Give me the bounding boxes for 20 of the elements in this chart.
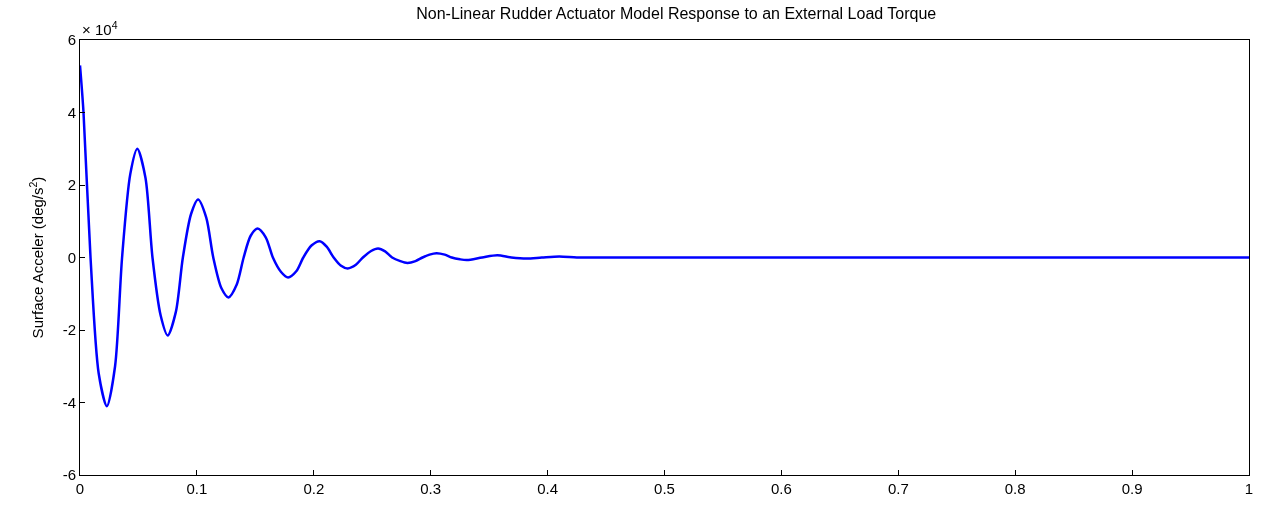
chart-title: Non-Linear Rudder Actuator Model Response to an External Load Torque: [416, 4, 937, 22]
x-tick-label: 0.6: [770, 480, 792, 497]
line-series: [80, 64, 1249, 408]
x-tick-label: 0.1: [186, 480, 208, 497]
x-tick-label: 0.7: [887, 480, 909, 497]
x-tick-label: 0.9: [1121, 480, 1143, 497]
y-tick-label: 6: [67, 31, 76, 49]
y-tick-label: 2: [67, 176, 76, 194]
y-tick-label: 4: [67, 103, 76, 121]
text: × 10$^{4}$: [82, 19, 118, 39]
y-tick-label: -4: [62, 393, 76, 411]
x-tick-label: 0.2: [303, 480, 325, 497]
y-tick-label: -6: [62, 466, 76, 484]
x-tick-label: 0.8: [1004, 480, 1026, 497]
x-tick-label: 0.4: [537, 480, 559, 497]
x-tick-label: 0.3: [420, 480, 442, 497]
x-tick-label: 0.5: [654, 480, 675, 497]
y-tick-label: -2: [62, 321, 76, 339]
y-tick-label: 0: [67, 248, 76, 266]
x-tick-label: 1: [1244, 480, 1254, 497]
